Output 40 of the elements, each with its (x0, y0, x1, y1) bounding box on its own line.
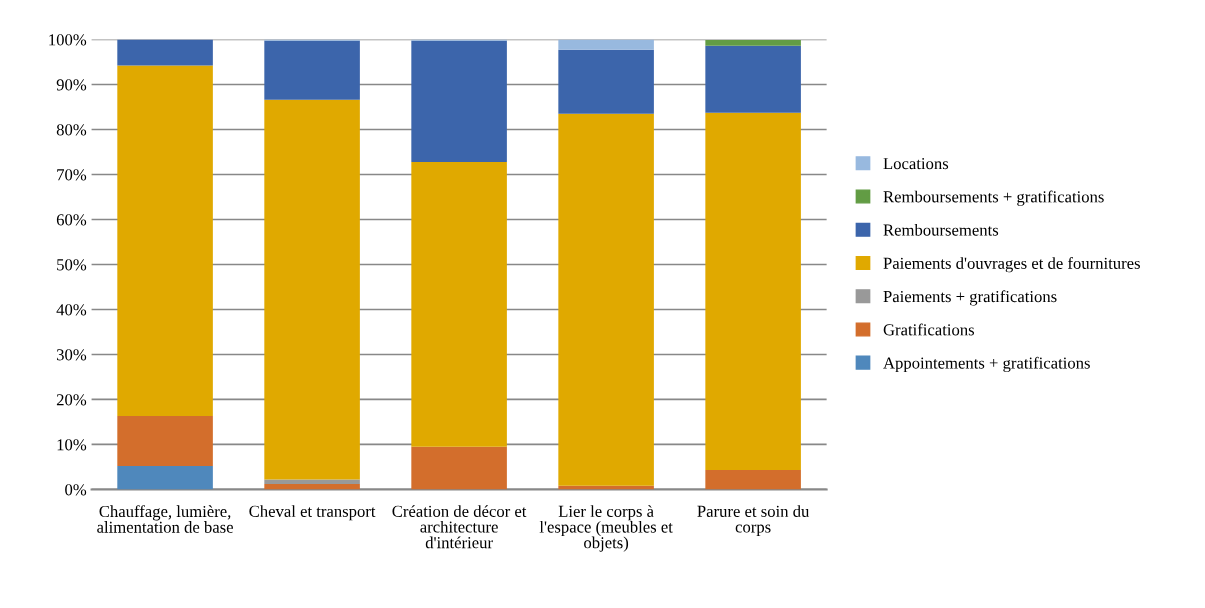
bar (117, 65, 213, 417)
bar (705, 39, 801, 46)
y-tick-label: 10% (57, 439, 87, 451)
y-tick-label: 80% (56, 124, 87, 136)
y-tick-label: 90% (56, 79, 87, 91)
bar (558, 49, 654, 114)
bar (264, 40, 360, 100)
x-tick-label: Lier le corps à l'espace (meubles et objets) (539, 505, 673, 552)
bar (117, 466, 213, 490)
y-tick-label: 60% (56, 214, 87, 226)
legend-label: Locations (883, 158, 949, 170)
x-tick-label: Chauffage, lumière, alimentation de base (97, 505, 233, 533)
y-tick-label: 20% (56, 394, 87, 406)
y-tick-label: 40% (56, 304, 87, 316)
bar (117, 416, 213, 467)
legend-label: Remboursements + gratifications (883, 190, 1104, 206)
bar (264, 484, 360, 490)
bar (411, 40, 507, 162)
y-tick-label: 30% (56, 349, 87, 361)
y-tick-label: 100% (49, 34, 87, 46)
bar (264, 99, 360, 480)
bar (558, 113, 654, 486)
legend-label: Paiements d'ouvrages et de fournitures (883, 257, 1140, 273)
bar (117, 39, 213, 66)
y-tick-label: 0% (65, 484, 87, 496)
legend-label: Gratifications (883, 323, 975, 336)
legend-label: Remboursements (883, 223, 999, 236)
x-tick-label: Cheval et transport (249, 505, 376, 521)
y-tick-label: 70% (57, 169, 87, 181)
y-tick-label: 50% (57, 259, 87, 271)
bar (411, 446, 507, 490)
legend-label: Appointements + gratifications (883, 356, 1090, 373)
bar (705, 45, 801, 113)
legend-label: Paiements + gratifications (883, 290, 1057, 306)
x-tick-label: Création de décor et architecture d'intérieur (392, 505, 527, 549)
bar (558, 39, 654, 50)
bar (411, 161, 507, 447)
bar (705, 112, 801, 471)
bar (705, 470, 801, 490)
x-tick-label: Parure et soin du corps (697, 505, 810, 536)
